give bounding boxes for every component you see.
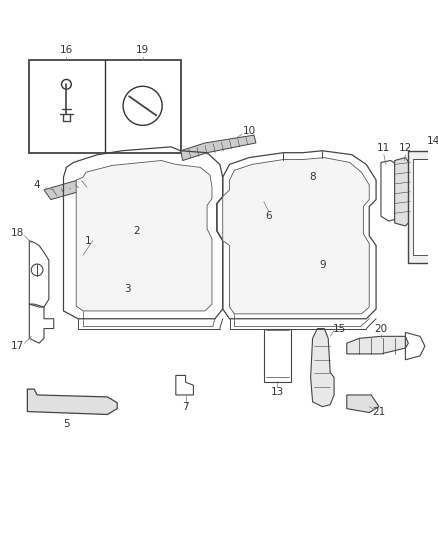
Text: 13: 13	[271, 387, 284, 397]
Text: 20: 20	[374, 324, 388, 334]
Text: 10: 10	[243, 126, 256, 136]
Circle shape	[31, 264, 43, 276]
Text: 11: 11	[377, 143, 391, 153]
Text: 2: 2	[134, 226, 140, 236]
Circle shape	[123, 86, 162, 125]
Bar	[264, 328, 291, 382]
Polygon shape	[395, 158, 410, 226]
Polygon shape	[347, 336, 408, 354]
Text: 21: 21	[372, 407, 385, 417]
Polygon shape	[311, 328, 334, 407]
Text: 3: 3	[124, 285, 130, 294]
Text: 4: 4	[34, 180, 40, 190]
Text: 8: 8	[309, 172, 316, 182]
Text: 12: 12	[399, 143, 412, 153]
Polygon shape	[27, 389, 117, 415]
Polygon shape	[44, 177, 96, 199]
Bar	[413, 158, 438, 255]
Bar	[29, 60, 181, 152]
Text: 16: 16	[60, 45, 73, 55]
Text: 6: 6	[265, 211, 272, 221]
Text: 1: 1	[85, 236, 91, 246]
Bar	[408, 151, 438, 263]
Text: 19: 19	[136, 45, 149, 55]
Text: 15: 15	[333, 324, 346, 334]
Text: 9: 9	[319, 260, 326, 270]
Polygon shape	[181, 135, 256, 160]
Text: 14: 14	[427, 136, 438, 146]
Polygon shape	[223, 158, 369, 314]
Text: 17: 17	[11, 341, 24, 351]
Text: 18: 18	[11, 228, 24, 238]
Circle shape	[62, 79, 71, 89]
Text: 7: 7	[182, 402, 189, 411]
Text: 5: 5	[63, 419, 70, 429]
Polygon shape	[76, 160, 212, 311]
Polygon shape	[347, 395, 379, 413]
